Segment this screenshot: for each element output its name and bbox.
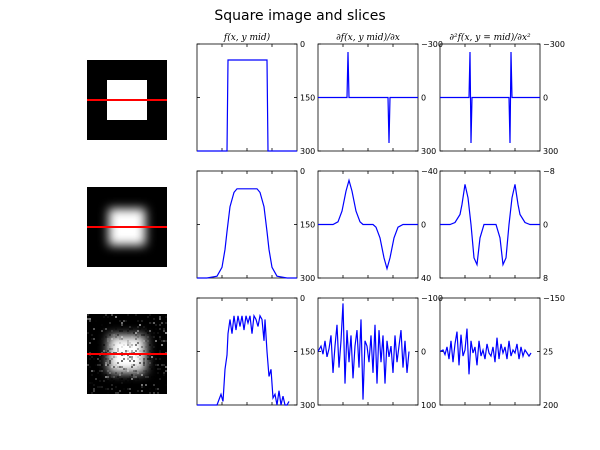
y-tick-label: −150 xyxy=(543,294,565,303)
image-panel-blurred xyxy=(87,187,167,267)
image-panel-sharp xyxy=(87,60,167,140)
y-tick-label: −8 xyxy=(543,167,555,176)
series-line xyxy=(197,188,297,279)
y-tick-label: 0 xyxy=(543,94,548,103)
line-panel: 0 150 300 xyxy=(196,167,315,283)
y-tick-label: 0 xyxy=(421,348,426,357)
y-tick-label: 150 xyxy=(300,94,315,103)
line-panel: −150 25 200 xyxy=(439,294,565,410)
line-panel: −100 0 100 xyxy=(317,294,443,410)
y-tick-label: 300 xyxy=(300,147,315,156)
series-line xyxy=(318,178,418,271)
line-panel: −40 0 40 xyxy=(317,167,438,283)
y-tick-label: −40 xyxy=(421,167,438,176)
series-line xyxy=(197,313,290,406)
y-tick-label: 300 xyxy=(300,274,315,283)
axes-frame xyxy=(196,297,298,406)
y-tick-label: 40 xyxy=(421,274,431,283)
series-line xyxy=(440,184,540,267)
y-tick-label: 300 xyxy=(421,147,436,156)
series-line xyxy=(317,303,410,400)
line-panel: −300 0 300 ∂f(x, y mid)/∂x xyxy=(317,32,443,156)
panel-title: ∂²f(x, y = mid)/∂x² xyxy=(449,32,531,43)
y-tick-label: 0 xyxy=(543,221,548,230)
y-tick-label: 300 xyxy=(543,147,558,156)
y-tick-label: 0 xyxy=(421,94,426,103)
y-tick-label: 8 xyxy=(543,274,548,283)
y-tick-label: −300 xyxy=(543,40,565,49)
line-panel: 0 150 300 f(x, y mid) xyxy=(196,32,315,156)
line-panel: −300 0 300 ∂²f(x, y = mid)/∂x² xyxy=(439,32,565,156)
y-tick-label: 150 xyxy=(300,221,315,230)
panel-title: ∂f(x, y mid)/∂x xyxy=(336,32,400,43)
y-tick-label: −300 xyxy=(421,40,443,49)
panel-grid: 0 150 300 f(x, y mid) −300 0 300 ∂f(x, y mid)/∂… xyxy=(87,32,565,410)
series-line xyxy=(439,328,532,375)
line-panel: 0 150 300 xyxy=(196,294,315,410)
y-tick-label: 200 xyxy=(543,401,558,410)
y-tick-label: 150 xyxy=(300,348,315,357)
y-tick-label: 25 xyxy=(543,348,553,357)
image-panel-noisy xyxy=(87,314,167,394)
y-tick-label: 300 xyxy=(300,401,315,410)
y-tick-label: 100 xyxy=(421,401,436,410)
panel-title: f(x, y mid) xyxy=(223,32,271,43)
y-tick-label: 0 xyxy=(300,40,305,49)
y-tick-label: 0 xyxy=(300,167,305,176)
series-line xyxy=(440,51,540,144)
y-tick-label: −100 xyxy=(421,294,443,303)
axes-frame xyxy=(196,170,298,279)
y-tick-label: 0 xyxy=(421,221,426,230)
series-line xyxy=(197,59,297,152)
line-panel: −8 0 8 xyxy=(439,167,555,283)
figure-title: Square image and slices xyxy=(214,8,385,24)
series-line xyxy=(318,51,418,144)
y-tick-label: 0 xyxy=(300,294,305,303)
